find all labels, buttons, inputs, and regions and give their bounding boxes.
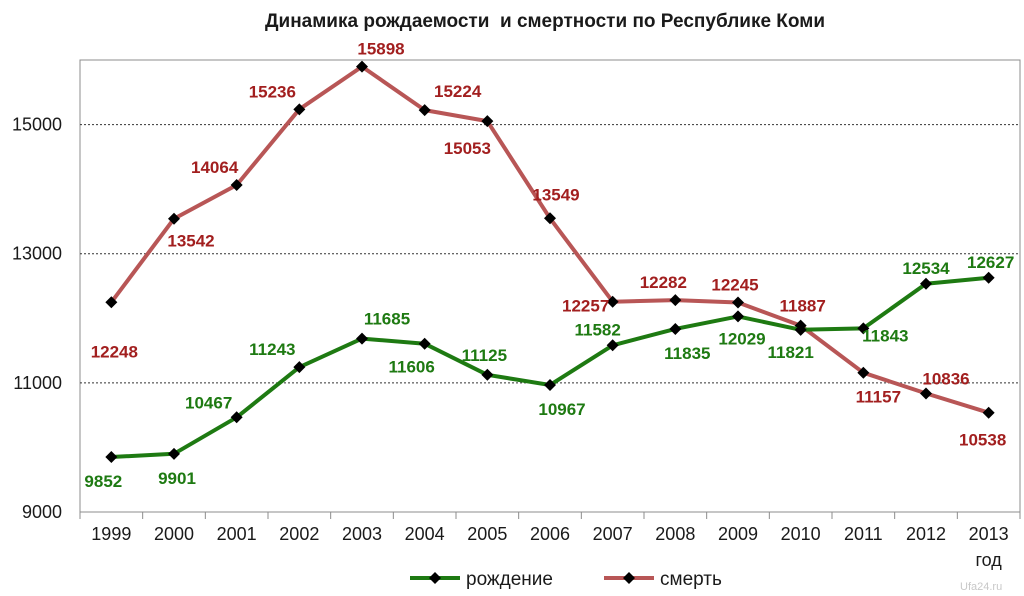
legend-label: рождение xyxy=(466,569,553,590)
data-point-marker xyxy=(669,322,682,335)
data-label: 12282 xyxy=(640,273,687,292)
data-label: 10836 xyxy=(922,369,969,388)
data-label: 13542 xyxy=(167,232,214,251)
data-label: 9852 xyxy=(84,472,122,491)
x-axis-label: год xyxy=(976,550,1003,570)
data-point-marker xyxy=(293,103,306,116)
x-tick-label: 2013 xyxy=(969,524,1009,544)
data-point-marker xyxy=(920,387,932,400)
data-label: 11157 xyxy=(856,388,901,407)
data-point-marker xyxy=(732,296,744,309)
data-point-marker xyxy=(857,322,870,335)
data-label: 15236 xyxy=(249,82,296,101)
data-point-marker xyxy=(168,212,180,225)
data-label: 9901 xyxy=(158,469,196,488)
data-label: 14064 xyxy=(191,158,239,177)
legend: рождение смерть xyxy=(410,569,722,590)
y-tick-label: 11000 xyxy=(13,373,62,393)
data-point-marker xyxy=(230,179,243,192)
y-tick-label: 15000 xyxy=(12,115,62,135)
data-point-marker xyxy=(481,115,494,128)
x-tick-label: 2007 xyxy=(593,524,633,544)
data-label: 11835 xyxy=(664,344,710,363)
legend-swatch-marker xyxy=(429,572,441,584)
legend-item-рождение: рождение xyxy=(410,569,553,590)
y-tick-label: 9000 xyxy=(22,502,62,522)
data-point-marker xyxy=(230,411,243,424)
data-labels-рождение: 9852 9901 10467 11243 11685 11606 11125 10967 11… xyxy=(84,253,1014,491)
data-point-marker xyxy=(669,294,682,307)
x-tick-label: 2006 xyxy=(530,524,570,544)
data-point-marker xyxy=(920,277,932,290)
x-tick-label: 2009 xyxy=(718,524,758,544)
data-point-marker xyxy=(857,366,870,379)
data-point-marker xyxy=(356,332,368,345)
y-tick-label: 13000 xyxy=(12,244,62,264)
data-point-marker xyxy=(982,406,995,419)
plot-area: 9000 11000 13000 15000 1999 2000 2001 2002 2003 2… xyxy=(12,40,1021,570)
chart-title: Динамика рождаемости и смертности по Рес… xyxy=(265,11,825,32)
data-label: 11685 xyxy=(364,310,410,329)
x-tick-label: 1999 xyxy=(91,524,131,544)
data-labels-смерть: 12248 13542 14064 15236 15898 15224 15053 13549… xyxy=(91,40,1007,450)
data-point-marker xyxy=(105,296,118,309)
data-point-marker xyxy=(982,271,995,284)
data-label: 11606 xyxy=(388,358,434,377)
data-label: 12245 xyxy=(711,275,758,294)
data-point-marker xyxy=(794,323,807,336)
data-point-marker xyxy=(606,295,619,308)
x-tick-label: 2005 xyxy=(467,524,507,544)
legend-item-смерть: смерть xyxy=(604,569,722,590)
plot-frame xyxy=(79,59,1021,513)
data-label: 11887 xyxy=(779,297,825,316)
x-tick-label: 2002 xyxy=(279,524,319,544)
x-tick-label: 2003 xyxy=(342,524,382,544)
x-tick-label: 2004 xyxy=(405,524,445,544)
data-label: 11843 xyxy=(862,326,908,345)
series-рождение xyxy=(105,271,995,463)
data-point-marker xyxy=(418,337,431,350)
data-label: 15224 xyxy=(434,82,482,101)
data-label: 11582 xyxy=(574,320,620,339)
data-point-marker xyxy=(105,450,118,463)
watermark: Ufa24.ru xyxy=(960,581,1002,593)
data-label: 12534 xyxy=(902,259,950,278)
data-label: 12257 xyxy=(562,297,609,316)
data-point-marker xyxy=(606,339,619,352)
data-point-marker xyxy=(544,212,556,225)
data-label: 15053 xyxy=(444,139,491,158)
data-label: 13549 xyxy=(532,185,579,204)
x-tick-label: 2001 xyxy=(217,524,257,544)
legend-label: смерть xyxy=(660,569,722,590)
data-point-marker xyxy=(481,368,494,381)
data-point-marker xyxy=(356,60,368,73)
data-label: 10467 xyxy=(185,393,232,412)
data-label: 12627 xyxy=(967,253,1014,272)
x-tick-label: 2011 xyxy=(844,524,883,544)
x-tick-label: 2008 xyxy=(655,524,695,544)
data-label: 12248 xyxy=(91,342,138,361)
data-label: 12029 xyxy=(718,329,765,348)
data-label: 10967 xyxy=(538,400,585,419)
data-point-marker xyxy=(168,447,180,460)
data-label: 15898 xyxy=(357,40,404,59)
data-point-marker xyxy=(732,310,744,323)
legend-swatch-marker xyxy=(623,572,635,584)
data-point-marker xyxy=(293,361,306,374)
data-point-marker xyxy=(418,104,431,117)
data-label: 10538 xyxy=(959,431,1006,450)
x-tick-label: 2010 xyxy=(781,524,821,544)
x-tick-label: 2012 xyxy=(906,524,946,544)
data-label: 11243 xyxy=(249,340,295,359)
data-point-marker xyxy=(544,378,556,391)
data-label: 11821 xyxy=(767,343,813,362)
data-label: 11125 xyxy=(462,346,507,365)
x-tick-label: 2000 xyxy=(154,524,194,544)
